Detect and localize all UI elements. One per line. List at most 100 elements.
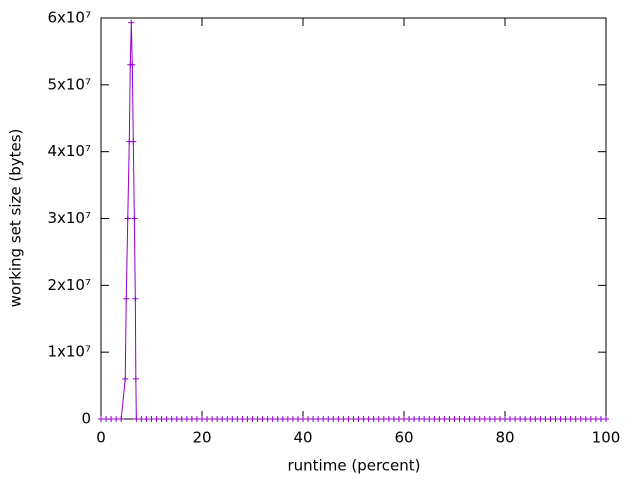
x-tick-label: 60 [394, 429, 413, 447]
data-point [380, 416, 387, 422]
data-point [355, 416, 362, 422]
x-axis-label: runtime (percent) [288, 457, 421, 475]
data-point [294, 416, 301, 422]
data-point [401, 416, 407, 422]
data-point [132, 295, 139, 302]
data-point [239, 416, 246, 422]
data-point [113, 416, 120, 422]
data-point [385, 416, 392, 422]
data-point [603, 416, 609, 422]
data-point [249, 416, 256, 422]
data-point [118, 416, 125, 422]
data-point [557, 416, 564, 422]
data-point [124, 215, 131, 222]
data-point [365, 416, 372, 422]
data-point [320, 416, 327, 422]
data-point [224, 416, 231, 422]
data-point [269, 416, 276, 422]
data-point [532, 416, 539, 422]
data-point [350, 416, 357, 422]
data-point [370, 416, 377, 422]
data-line [101, 22, 606, 420]
data-point [426, 416, 433, 422]
data-point [461, 416, 468, 422]
data-point [537, 416, 544, 422]
data-point [158, 416, 165, 422]
data-point [572, 416, 579, 422]
data-point [143, 416, 150, 422]
data-point [436, 416, 443, 422]
data-point [451, 416, 458, 422]
data-point [395, 416, 402, 422]
data-point [502, 416, 508, 422]
data-point [471, 416, 478, 422]
data-point [330, 416, 337, 422]
x-tick-label: 40 [293, 429, 312, 447]
data-point [390, 416, 397, 422]
data-point [122, 375, 129, 382]
data-point [416, 416, 423, 422]
data-point [173, 416, 180, 422]
data-point [133, 416, 140, 422]
y-tick-label: 5x10⁷ [47, 75, 91, 93]
data-point [183, 416, 190, 422]
data-point [284, 416, 291, 422]
data-point [340, 416, 347, 422]
data-point [496, 416, 503, 422]
data-point [562, 416, 569, 422]
data-point [522, 416, 529, 422]
data-point [108, 416, 115, 422]
plot-border [100, 17, 607, 420]
data-point [274, 416, 281, 422]
data-point [199, 416, 205, 422]
data-point [289, 416, 296, 422]
x-tick-label: 100 [592, 429, 621, 447]
data-point [345, 416, 352, 422]
data-point [512, 416, 519, 422]
data-point [582, 416, 589, 422]
data-point [193, 416, 200, 422]
data-point [103, 416, 110, 422]
data-point [481, 416, 488, 422]
y-tick-label: 2x10⁷ [47, 276, 91, 294]
y-tick-label: 1x10⁷ [47, 343, 91, 361]
data-point [592, 416, 599, 422]
data-point [567, 416, 574, 422]
data-point [542, 416, 549, 422]
data-point [204, 416, 211, 422]
x-tick-label: 20 [192, 429, 211, 447]
data-point [456, 416, 463, 422]
data-point [441, 416, 448, 422]
data-point [360, 416, 367, 422]
data-point [244, 416, 251, 422]
data-point [466, 416, 473, 422]
data-point [229, 416, 236, 422]
data-point [597, 416, 604, 422]
data-point [486, 416, 493, 422]
data-point [264, 416, 271, 422]
data-point [305, 416, 312, 422]
data-point [587, 416, 594, 422]
data-point [153, 416, 160, 422]
data-point [209, 416, 216, 422]
y-tick-label: 0 [81, 410, 91, 428]
data-point [476, 416, 483, 422]
y-tick-label: 4x10⁷ [47, 142, 91, 160]
data-point [138, 416, 145, 422]
data-point [411, 416, 418, 422]
data-point [310, 416, 317, 422]
data-point [375, 416, 382, 422]
data-point [214, 416, 221, 422]
data-point [279, 416, 286, 422]
data-point [129, 61, 136, 68]
data-point [446, 416, 453, 422]
data-point [517, 416, 524, 422]
data-point [259, 416, 266, 422]
data-point [168, 416, 175, 422]
data-point [234, 416, 241, 422]
data-point [130, 138, 137, 145]
data-point [219, 416, 226, 422]
data-point [431, 416, 438, 422]
data-point [406, 416, 413, 422]
